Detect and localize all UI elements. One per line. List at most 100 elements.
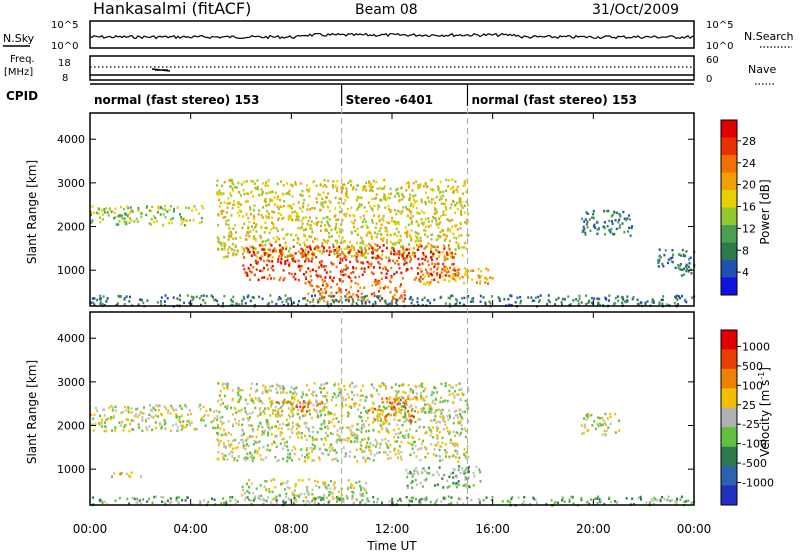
echo-cell <box>291 402 294 406</box>
echo-cell <box>361 394 364 397</box>
echo-cell <box>140 298 143 302</box>
echo-cell <box>348 214 351 217</box>
echo-cell <box>306 184 309 187</box>
echo-cell <box>313 459 315 462</box>
echo-cell <box>178 416 181 419</box>
echo-cell <box>377 282 380 286</box>
echo-cell <box>265 456 267 459</box>
echo-cell <box>408 198 411 201</box>
echo-cell <box>417 245 420 248</box>
echo-cell <box>219 241 222 245</box>
echo-cell <box>350 406 353 409</box>
echo-cell <box>343 455 346 458</box>
echo-cell <box>351 491 354 494</box>
echo-cell <box>217 193 220 197</box>
echo-cell <box>312 288 315 292</box>
echo-cell <box>570 495 573 499</box>
echo-cell <box>276 182 279 186</box>
echo-cell <box>270 244 273 247</box>
echo-cell <box>321 497 324 500</box>
echo-cell <box>325 229 328 232</box>
echo-cell <box>358 203 361 206</box>
echo-cell <box>371 407 374 410</box>
echo-cell <box>329 276 332 279</box>
x-tick-label: 20:00 <box>576 522 611 536</box>
echo-cell <box>166 297 169 300</box>
echo-cell <box>457 420 460 423</box>
echo-cell <box>261 425 263 428</box>
echo-cell <box>137 303 140 306</box>
echo-cell <box>460 209 462 213</box>
echo-cell <box>282 387 285 391</box>
echo-cell <box>226 384 229 388</box>
echo-cell <box>452 443 455 447</box>
echo-cell <box>398 445 401 448</box>
echo-cell <box>379 186 381 190</box>
echo-cell <box>188 301 191 305</box>
echo-cell <box>387 193 390 196</box>
echo-cell <box>434 402 437 406</box>
echo-cell <box>380 257 383 261</box>
echo-cell <box>320 263 323 267</box>
echo-cell <box>431 233 434 236</box>
echo-cell <box>320 295 323 298</box>
echo-cell <box>276 229 279 233</box>
echo-cell <box>418 500 421 504</box>
echo-cell <box>307 499 309 503</box>
echo-cell <box>323 296 326 299</box>
echo-cell <box>401 424 404 427</box>
echo-cell <box>397 298 400 301</box>
echo-cell <box>299 182 302 185</box>
echo-cell <box>571 496 574 499</box>
echo-cell <box>310 416 313 420</box>
echo-cell <box>272 269 275 272</box>
echo-cell <box>323 299 326 303</box>
echo-cell <box>614 413 617 416</box>
echo-cell <box>235 237 237 240</box>
echo-cell <box>434 502 437 505</box>
echo-cell <box>240 408 243 412</box>
echo-cell <box>234 502 237 505</box>
echo-cell <box>424 225 427 229</box>
echo-cell <box>421 257 424 261</box>
echo-cell <box>376 451 379 455</box>
echo-cell <box>404 434 407 437</box>
echo-cell <box>326 284 329 287</box>
echo-cell <box>419 280 422 283</box>
echo-cell <box>375 193 378 196</box>
echo-cell <box>268 428 271 431</box>
echo-cell <box>459 398 462 401</box>
echo-cell <box>382 244 385 247</box>
echo-cell <box>658 255 661 258</box>
echo-cell <box>387 439 390 443</box>
echo-cell <box>427 411 430 414</box>
echo-cell <box>417 411 419 414</box>
echo-cell <box>449 416 451 419</box>
echo-cell <box>148 497 151 501</box>
echo-cell <box>122 429 125 432</box>
echo-cell <box>403 413 406 417</box>
echo-cell <box>337 490 340 493</box>
echo-cell <box>253 182 256 185</box>
echo-cell <box>457 245 460 248</box>
echo-cell <box>427 263 430 267</box>
echo-cell <box>218 189 221 192</box>
echo-cell <box>445 451 448 455</box>
echo-cell <box>140 475 142 478</box>
echo-cell <box>384 206 387 209</box>
echo-cell <box>364 488 367 492</box>
echo-cell <box>389 280 392 284</box>
echo-cell <box>313 222 316 225</box>
echo-cell <box>411 443 414 447</box>
echo-cell <box>217 434 220 437</box>
echo-cell <box>415 455 418 458</box>
colorbar-tick-label: 20 <box>742 179 756 192</box>
echo-cell <box>386 453 389 456</box>
echo-cell <box>534 498 537 502</box>
echo-cell <box>289 217 292 220</box>
echo-cell <box>230 194 233 197</box>
echo-cell <box>369 394 372 397</box>
echo-cell <box>349 260 351 264</box>
echo-cell <box>98 499 101 502</box>
echo-cell <box>445 208 448 211</box>
